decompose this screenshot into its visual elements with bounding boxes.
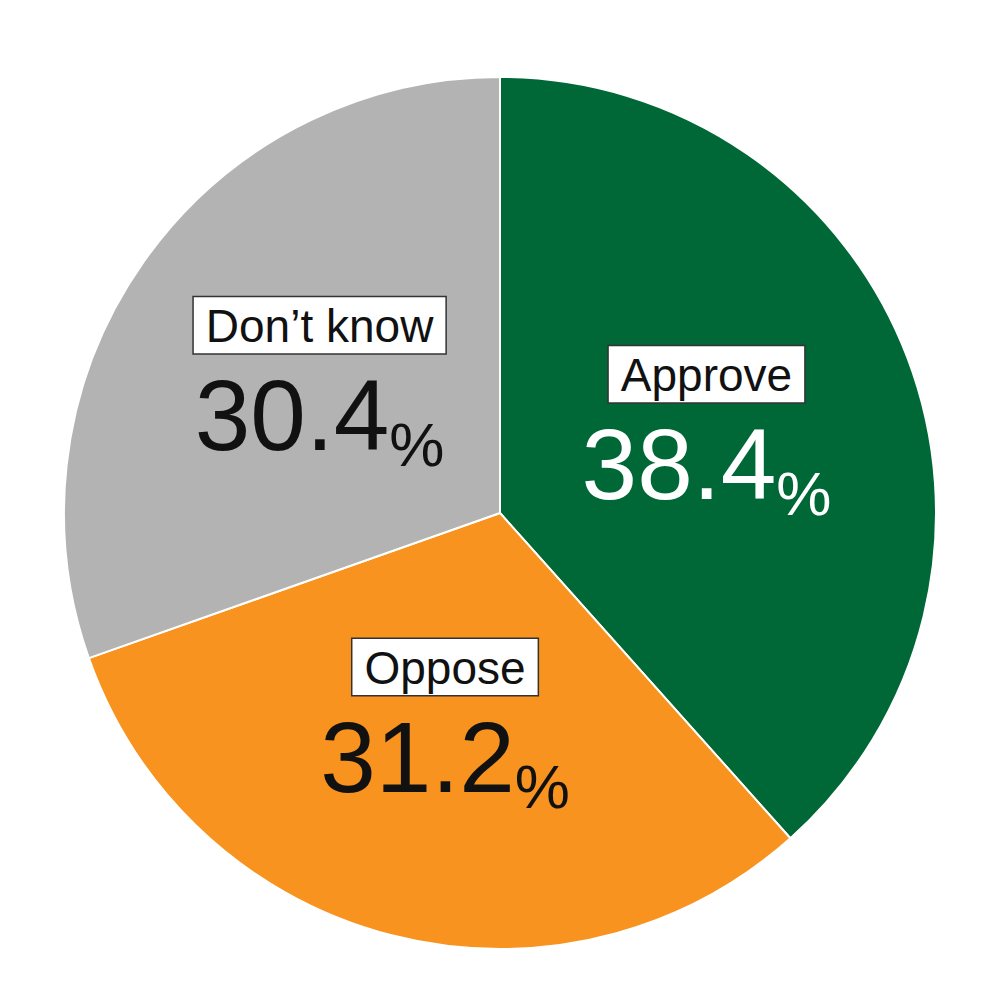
svg-text:Don’t know: Don’t know (206, 300, 434, 352)
svg-text:Oppose: Oppose (364, 642, 525, 694)
svg-text:31.2: 31.2 (320, 701, 515, 813)
svg-text:Approve: Approve (621, 349, 792, 401)
svg-text:%: % (515, 752, 570, 821)
svg-text:%: % (776, 459, 831, 528)
svg-text:38.4: 38.4 (582, 408, 777, 520)
svg-text:30.4: 30.4 (195, 359, 390, 471)
svg-text:%: % (389, 410, 444, 479)
